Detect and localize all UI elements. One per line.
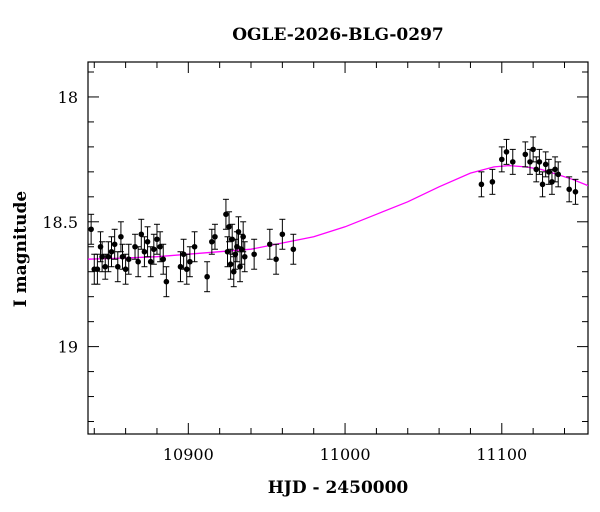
data-point bbox=[498, 156, 505, 163]
data-point bbox=[542, 161, 549, 168]
data-point bbox=[240, 233, 246, 240]
plot-border bbox=[87, 61, 589, 435]
y-tick-label: 19 bbox=[58, 338, 78, 357]
data-point bbox=[530, 146, 536, 153]
data-point bbox=[251, 251, 257, 258]
data-point bbox=[503, 149, 510, 155]
data-point bbox=[138, 231, 145, 238]
data-point bbox=[566, 186, 572, 193]
data-point bbox=[572, 189, 579, 195]
data-point bbox=[552, 166, 558, 173]
data-point bbox=[118, 233, 124, 240]
data-point bbox=[99, 253, 105, 260]
data-point bbox=[177, 263, 184, 270]
data-point bbox=[88, 226, 94, 233]
data-point bbox=[267, 241, 273, 248]
x-tick-label: 11100 bbox=[476, 445, 527, 464]
data-point bbox=[241, 253, 248, 260]
plot-area bbox=[87, 61, 589, 435]
axis-ticks bbox=[88, 62, 588, 434]
data-point bbox=[151, 246, 157, 253]
data-point bbox=[533, 166, 540, 173]
data-point bbox=[105, 253, 112, 260]
data-point bbox=[111, 241, 118, 248]
data-point bbox=[108, 248, 115, 255]
data-points-group bbox=[88, 136, 579, 298]
data-point bbox=[230, 268, 237, 275]
data-point bbox=[223, 211, 229, 218]
data-point bbox=[478, 181, 485, 188]
data-point bbox=[191, 243, 198, 250]
data-point bbox=[555, 171, 562, 178]
data-point bbox=[224, 248, 231, 255]
x-tick-label: 10900 bbox=[163, 445, 214, 464]
data-point bbox=[141, 248, 148, 255]
data-point bbox=[125, 256, 132, 263]
data-point bbox=[290, 246, 297, 253]
data-point bbox=[226, 223, 232, 230]
data-point bbox=[183, 266, 190, 273]
x-tick-label: 11000 bbox=[320, 445, 371, 464]
axis-tick-labels: 10900 11000 11100 18 18.5 19 bbox=[42, 88, 527, 464]
data-point bbox=[94, 266, 101, 273]
y-tick-label: 18 bbox=[58, 88, 78, 107]
data-point bbox=[212, 233, 218, 240]
data-point bbox=[536, 159, 543, 165]
data-point bbox=[119, 253, 126, 260]
data-point bbox=[160, 256, 167, 263]
data-point bbox=[147, 258, 154, 265]
y-tick-label: 18.5 bbox=[42, 213, 78, 232]
chart-title: OGLE-2026-BLG-0297 bbox=[232, 25, 444, 45]
data-point bbox=[235, 228, 242, 235]
data-point bbox=[144, 238, 151, 245]
data-point bbox=[227, 261, 234, 268]
data-point bbox=[187, 258, 193, 265]
data-point bbox=[527, 159, 533, 165]
y-axis-label: I magnitude bbox=[11, 191, 31, 308]
data-point bbox=[279, 231, 286, 238]
x-axis-label: HJD - 2450000 bbox=[268, 478, 409, 498]
data-point bbox=[237, 263, 243, 270]
data-point bbox=[539, 181, 546, 188]
data-point bbox=[229, 236, 236, 243]
data-point bbox=[122, 266, 129, 273]
data-point bbox=[180, 251, 187, 258]
data-point bbox=[163, 278, 170, 285]
data-point bbox=[102, 263, 109, 270]
data-point bbox=[135, 258, 141, 265]
data-point bbox=[157, 243, 163, 250]
data-point bbox=[154, 236, 160, 243]
data-point bbox=[549, 179, 555, 185]
data-point bbox=[132, 243, 138, 250]
data-point bbox=[204, 273, 210, 280]
data-point bbox=[522, 151, 529, 158]
data-point bbox=[489, 179, 496, 185]
data-point bbox=[273, 256, 279, 263]
data-point bbox=[509, 159, 516, 165]
data-point bbox=[546, 169, 552, 175]
data-point bbox=[209, 238, 215, 245]
data-point bbox=[114, 263, 121, 270]
